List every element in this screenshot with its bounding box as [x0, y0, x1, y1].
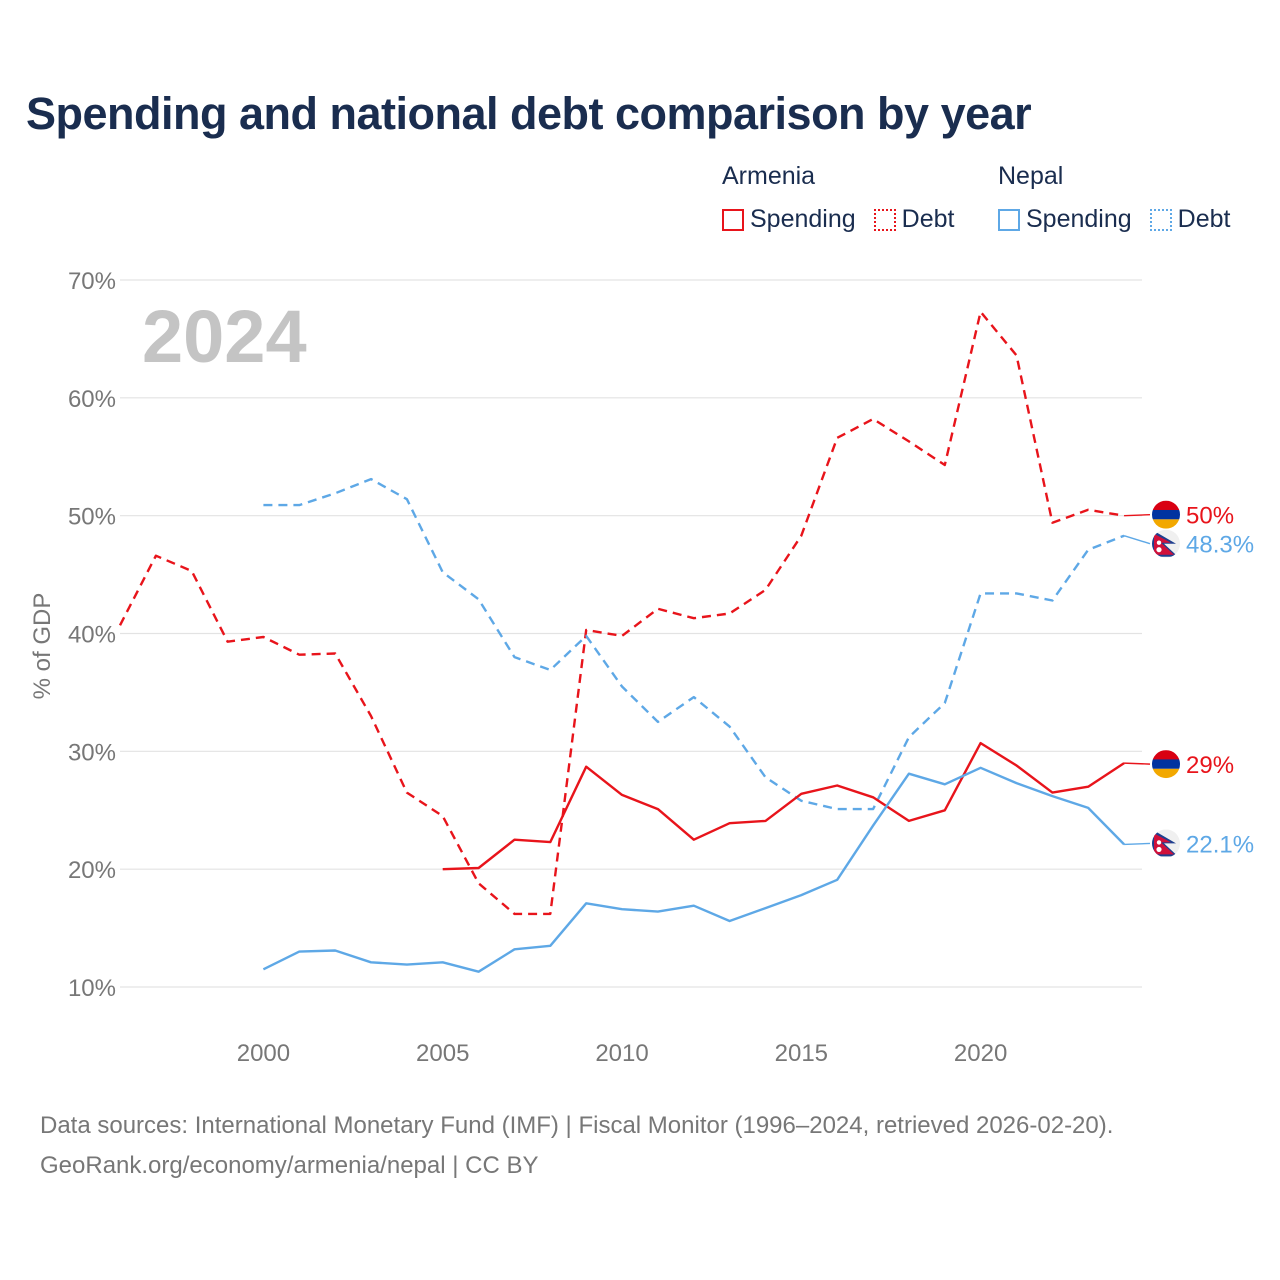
y-tick-label: 50% [68, 504, 116, 531]
end-label-connector [1124, 513, 1151, 517]
x-tick-label: 2000 [237, 1040, 290, 1067]
legend-item-armenia-debt[interactable]: Debt [873, 205, 955, 234]
year-label: 2024 [142, 295, 307, 378]
x-tick-label: 2020 [954, 1040, 1007, 1067]
nepal-flag-icon [1152, 529, 1180, 558]
y-tick-label: 10% [68, 975, 116, 1002]
legend-swatch-dotted [873, 208, 896, 231]
y-tick-label: 40% [68, 622, 116, 649]
armenia-flag-icon [1152, 750, 1180, 779]
legend-item-nepal-spending[interactable]: Spending [998, 205, 1132, 234]
legend-label: Spending [750, 205, 856, 233]
x-tick-label: 2010 [595, 1040, 648, 1067]
end-label-connector [1124, 842, 1151, 846]
legend-group-nepal: Nepal Spending Debt [998, 162, 1230, 234]
series-line-armenia-debt[interactable] [118, 310, 1125, 916]
series-line-nepal-spending[interactable] [262, 766, 1125, 973]
y-tick-label: 20% [68, 857, 116, 884]
series-lines [118, 310, 1125, 973]
legend-swatch-dotted [1149, 208, 1172, 231]
legend-group-armenia: Armenia Spending Debt [722, 162, 954, 234]
nepal-flag-icon [1152, 829, 1180, 858]
sources-line-1: Data sources: International Monetary Fun… [40, 1112, 1114, 1139]
end-value-label: 48.3% [1186, 532, 1254, 559]
end-value-label: 50% [1186, 503, 1234, 530]
legend-swatch-solid [722, 208, 744, 231]
legend-label: Debt [1177, 205, 1231, 233]
legend-label: Debt [901, 205, 955, 233]
end-value-label: 29% [1186, 752, 1234, 779]
y-tick-label: 60% [68, 386, 116, 413]
y-axis-label: % of GDP [29, 593, 56, 700]
grid-lines [120, 279, 1142, 988]
chart-title: Spending and national debt comparison by… [26, 88, 1032, 139]
legend-country-armenia: Armenia [722, 162, 816, 190]
legend-swatch-solid [998, 208, 1020, 231]
x-axis: 2000 2005 2010 2015 2020 [237, 1040, 1008, 1067]
sources-line-2: GeoRank.org/economy/armenia/nepal | CC B… [40, 1152, 539, 1179]
armenia-flag-icon [1152, 500, 1180, 529]
end-value-label: 22.1% [1186, 831, 1254, 858]
end-label-connector [1124, 762, 1151, 765]
legend-country-nepal: Nepal [998, 162, 1064, 190]
end-label-connector [1123, 535, 1151, 545]
legend-item-armenia-spending[interactable]: Spending [722, 205, 856, 234]
y-tick-label: 30% [68, 739, 116, 766]
series-line-nepal-debt[interactable] [263, 477, 1125, 811]
end-labels: 50%48.3% 29% 22.1% [1123, 500, 1254, 858]
series-line-armenia-spending[interactable] [442, 741, 1125, 871]
legend-item-nepal-debt[interactable]: Debt [1149, 205, 1231, 234]
legend-label: Spending [1026, 205, 1132, 233]
y-tick-label: 70% [68, 268, 116, 295]
y-axis: 10% 20% 30% 40% 50% 60% 70% [68, 268, 116, 1002]
x-tick-label: 2005 [416, 1040, 469, 1067]
data-sources: Data sources: International Monetary Fun… [40, 1106, 1113, 1186]
line-chart: 10%20%30%40%50%60%70% 2000 2005 2010 2015 20… [29, 268, 1254, 1067]
x-tick-label: 2015 [775, 1040, 828, 1067]
